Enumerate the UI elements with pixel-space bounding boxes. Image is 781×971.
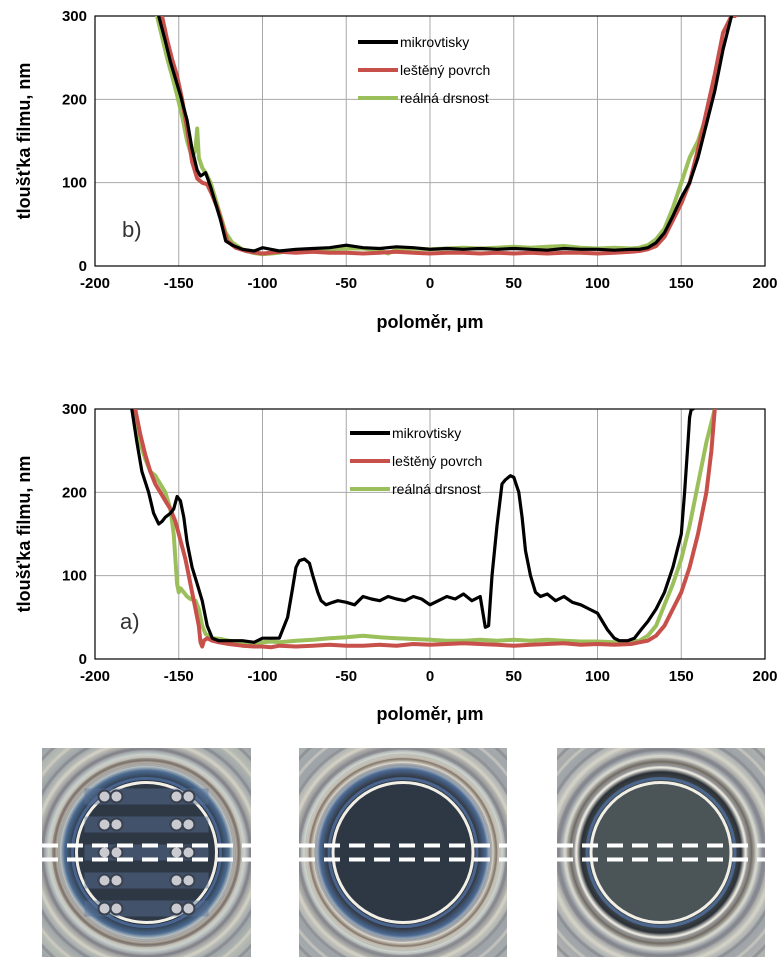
x-tick-label: 100 <box>585 668 610 685</box>
blue-fringe <box>585 777 737 928</box>
x-tick-label: 50 <box>505 275 522 292</box>
panel-label: a) <box>120 609 140 634</box>
plot-frame <box>94 15 766 267</box>
y-tick-label: 300 <box>62 401 87 418</box>
x-tick-label: -200 <box>80 668 110 685</box>
y-tick-label: 0 <box>79 651 87 668</box>
blue-fringe <box>327 777 479 928</box>
fringe-ring <box>42 748 251 957</box>
fringe-ring <box>563 755 759 950</box>
microdimple <box>169 901 184 916</box>
y-tick-label: 300 <box>62 8 87 25</box>
legend: mikrovtisky leštěný povrch reálná drsnost <box>350 425 482 497</box>
series-line-mikrovtisky <box>157 16 734 253</box>
microdimple <box>169 817 184 832</box>
legend-label: mikrovtisky <box>400 34 469 50</box>
contact-disk <box>75 781 218 924</box>
x-tick-label: -150 <box>164 275 194 292</box>
microdimple <box>97 873 112 888</box>
microdimple <box>109 845 124 860</box>
plot-frame <box>94 408 766 660</box>
y-tick-label: 0 <box>79 258 87 275</box>
x-tick-label: -200 <box>80 275 110 292</box>
legend-label: reálná drsnost <box>400 90 489 106</box>
chart-a: -200 -150 -100 -50 0 50 100 150 200 0 100 200 300 pol… <box>14 401 778 724</box>
fringe-ring <box>557 748 765 957</box>
series-line-lesteny <box>133 409 717 650</box>
photo-strip <box>42 748 765 957</box>
microdimple <box>181 845 196 860</box>
x-axis-label: poloměr, μm <box>376 704 483 724</box>
y-tick-label: 100 <box>62 568 87 585</box>
contact-disk <box>331 781 475 924</box>
interference-photo-polished <box>299 748 507 957</box>
y-axis-label: tloušťka filmu, nm <box>14 63 34 220</box>
x-tick-label: 0 <box>426 275 434 292</box>
legend-label: leštěný povrch <box>400 62 490 78</box>
legend-label: leštěný povrch <box>392 453 482 469</box>
fringe-ring <box>313 763 493 942</box>
series-group <box>155 16 737 257</box>
microdimple <box>109 817 124 832</box>
microdimple <box>181 817 196 832</box>
x-tick-label: 150 <box>669 668 694 685</box>
microdimple <box>97 789 112 804</box>
x-tick-label: -50 <box>335 275 357 292</box>
x-tick-label: 200 <box>752 275 777 292</box>
microdimple <box>109 873 124 888</box>
fringe-ring <box>57 763 236 942</box>
x-tick-label: -150 <box>164 668 194 685</box>
legend: mikrovtisky leštěný povrch reálná drsnost <box>358 34 490 106</box>
interference-photo-micro <box>42 748 251 957</box>
microdimple <box>97 901 112 916</box>
microdimple <box>109 901 124 916</box>
series-line-lesteny <box>160 16 737 256</box>
legend-label: mikrovtisky <box>392 425 461 441</box>
y-tick-label: 200 <box>62 91 87 108</box>
panel-label: b) <box>122 217 142 242</box>
series-line-mikrovtisky <box>130 409 695 644</box>
x-tick-label: -100 <box>247 275 277 292</box>
microdimple <box>109 789 124 804</box>
blue-fringe <box>71 777 222 928</box>
microdimple <box>169 845 184 860</box>
fringe-ring <box>49 755 244 950</box>
series-line-realna <box>155 16 726 257</box>
contact-disk <box>589 781 733 924</box>
series-line-realna <box>131 409 717 646</box>
y-axis-label: tloušťka filmu, nm <box>14 456 34 613</box>
microdimple <box>169 873 184 888</box>
microdimple <box>181 901 196 916</box>
x-tick-label: -100 <box>247 668 277 685</box>
fringe-ring <box>299 748 507 957</box>
x-axis-label: poloměr, μm <box>376 312 483 332</box>
y-tick-label: 100 <box>62 175 87 192</box>
y-tick-label: 200 <box>62 484 87 501</box>
fringe-ring <box>571 763 751 942</box>
microdimple <box>97 845 112 860</box>
microdimple <box>97 817 112 832</box>
x-tick-label: 0 <box>426 668 434 685</box>
x-tick-label: 200 <box>752 668 777 685</box>
microdimple <box>181 873 196 888</box>
series-group <box>130 409 717 650</box>
x-tick-label: 50 <box>505 668 522 685</box>
fringe-ring <box>305 755 501 950</box>
x-tick-label: 100 <box>585 275 610 292</box>
chart-b: -200 -150 -100 -50 0 50 100 150 200 0 100 200 300 pol… <box>14 8 778 332</box>
x-tick-label: -50 <box>335 668 357 685</box>
interference-photo-real <box>557 748 765 957</box>
microdimple <box>169 789 184 804</box>
microdimple <box>181 789 196 804</box>
x-tick-label: 150 <box>669 275 694 292</box>
legend-label: reálná drsnost <box>392 481 481 497</box>
